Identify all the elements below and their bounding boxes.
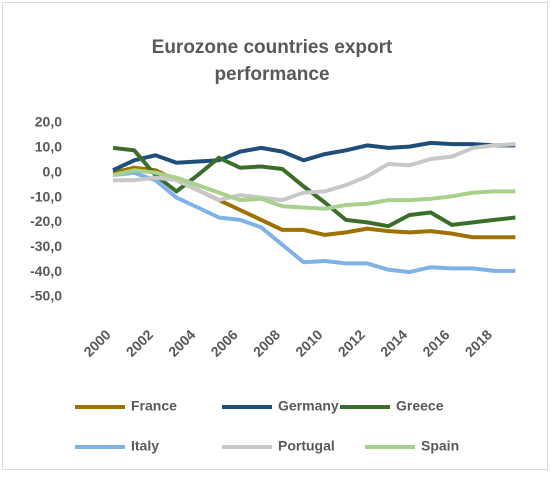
y-tick-label: -30,0	[30, 238, 62, 254]
series-line	[112, 140, 516, 173]
y-tick-label: 20,0	[35, 114, 62, 130]
legend-label: Italy	[131, 438, 159, 454]
y-tick-label: -40,0	[30, 263, 62, 279]
series-line	[112, 145, 516, 229]
chart-title: Eurozone countries export	[152, 37, 393, 58]
y-tick-label: -50,0	[30, 288, 62, 304]
series-line	[112, 170, 516, 275]
legend-label: Greece	[396, 398, 444, 414]
y-tick-label: -20,0	[30, 213, 62, 229]
y-tick-label: -10,0	[30, 188, 62, 204]
legend-label: Germany	[278, 398, 339, 414]
legend-label: Portugal	[278, 438, 335, 454]
series-line	[113, 142, 516, 203]
y-tick-label: 10,0	[35, 139, 62, 155]
y-tick-label: 0,0	[43, 163, 63, 179]
legend-label: Spain	[421, 438, 459, 454]
legend-label: France	[131, 398, 177, 414]
chart-title: performance	[214, 64, 329, 85]
series-line	[112, 168, 516, 211]
